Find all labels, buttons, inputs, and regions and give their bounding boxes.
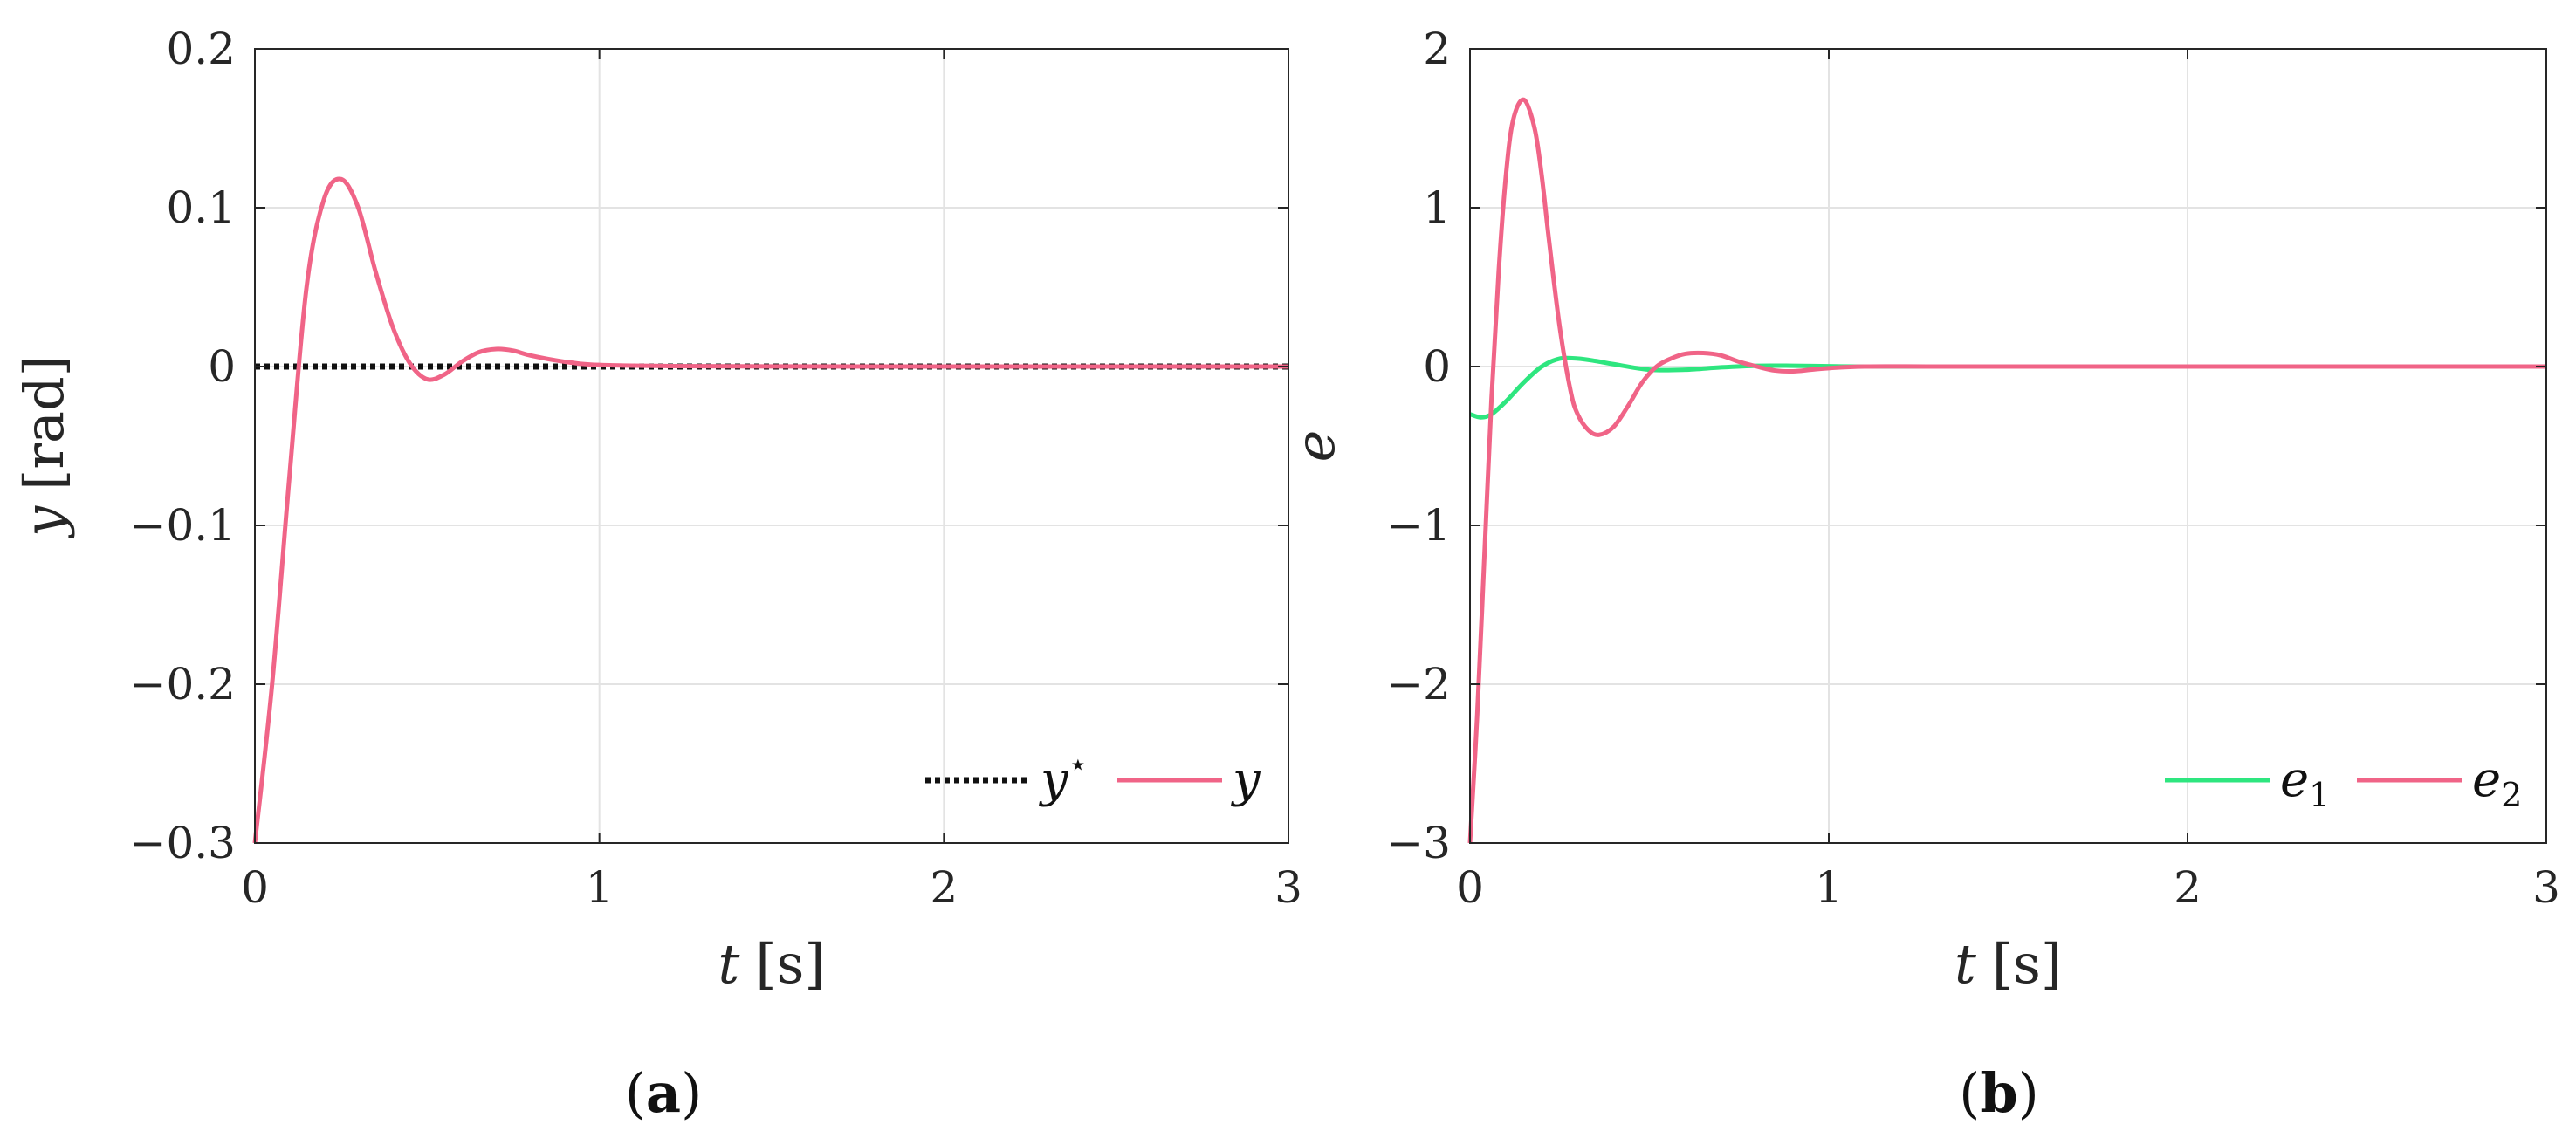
legend-label-e2: e2 (2472, 751, 2522, 814)
x-tick-label: 0 (241, 862, 269, 913)
y-tick-label: 0 (1423, 341, 1451, 392)
x-tick-label: 1 (1815, 862, 1843, 913)
legend-label-base: y (1038, 751, 1069, 808)
y-tick-label: 2 (1423, 24, 1451, 74)
x-axis-label-var: t (718, 932, 739, 996)
axes-box (1469, 48, 2547, 844)
x-axis-label: t [s] (718, 932, 825, 996)
y-tick-label: 1 (1423, 182, 1451, 233)
caption-close: ) (2018, 1061, 2039, 1125)
series-line-y (252, 176, 1289, 844)
x-axis-label-var: t (1954, 932, 1976, 996)
y-axis-label: y [rad] (12, 355, 76, 539)
y-tick-label: 0.1 (166, 182, 236, 233)
panel-a: 0 1 2 3−0.3−0.2−0.100.10.2t [s]y[rad]y⋆ y(a) (12, 24, 1302, 1125)
legend-label-e1: e1 (2280, 751, 2330, 814)
caption-open: ( (1959, 1061, 1980, 1125)
axes-box (254, 48, 1289, 844)
y-tick-label: −0.1 (130, 500, 236, 551)
y-axis-label-unit: [rad] (12, 355, 76, 490)
legend-label-sup: ⋆ (1068, 747, 1089, 783)
x-tick-label: 2 (930, 862, 958, 913)
series-line-e2 (1467, 97, 2546, 844)
legend-label-base: y (1230, 751, 1261, 808)
caption-letter: b (1980, 1061, 2017, 1125)
y-tick-label: −2 (1386, 659, 1451, 710)
x-tick-label: 3 (2532, 862, 2560, 913)
x-tick-label: 1 (586, 862, 614, 913)
x-tick-label: 3 (1274, 862, 1302, 913)
y-tick-label: −3 (1386, 818, 1451, 868)
legend-label-base: e (2280, 751, 2309, 808)
x-axis-label-unit: [s] (755, 932, 825, 996)
y-axis-label-var: e (1283, 430, 1347, 463)
x-axis-label: t [s] (1954, 932, 2062, 996)
x-tick-label: 2 (2174, 862, 2202, 913)
plot-area (255, 49, 1288, 843)
caption-letter: a (646, 1061, 681, 1125)
legend-label-base: e (2472, 751, 2501, 808)
y-axis-label: e (1283, 430, 1347, 463)
legend-label-y⋆: y⋆ (1038, 747, 1088, 808)
y-tick-label: −0.2 (130, 659, 236, 710)
x-axis-label-unit: [s] (1992, 932, 2062, 996)
y-tick-label: 0 (208, 341, 236, 392)
plot-area (1470, 49, 2546, 843)
panel-caption: (b) (1959, 1061, 2039, 1125)
caption-open: ( (625, 1061, 646, 1125)
y-tick-label: 0.2 (166, 24, 236, 74)
y-tick-label: −1 (1386, 500, 1451, 551)
legend-label-sub: 2 (2501, 776, 2522, 814)
legend-label-sub: 1 (2309, 776, 2330, 814)
caption-close: ) (681, 1061, 702, 1125)
legend-label-y: y (1230, 751, 1261, 808)
y-tick-label: −0.3 (130, 818, 236, 868)
y-axis-label-var: y (12, 505, 76, 539)
x-tick-label: 0 (1456, 862, 1484, 913)
panel-caption: (a) (625, 1061, 703, 1125)
